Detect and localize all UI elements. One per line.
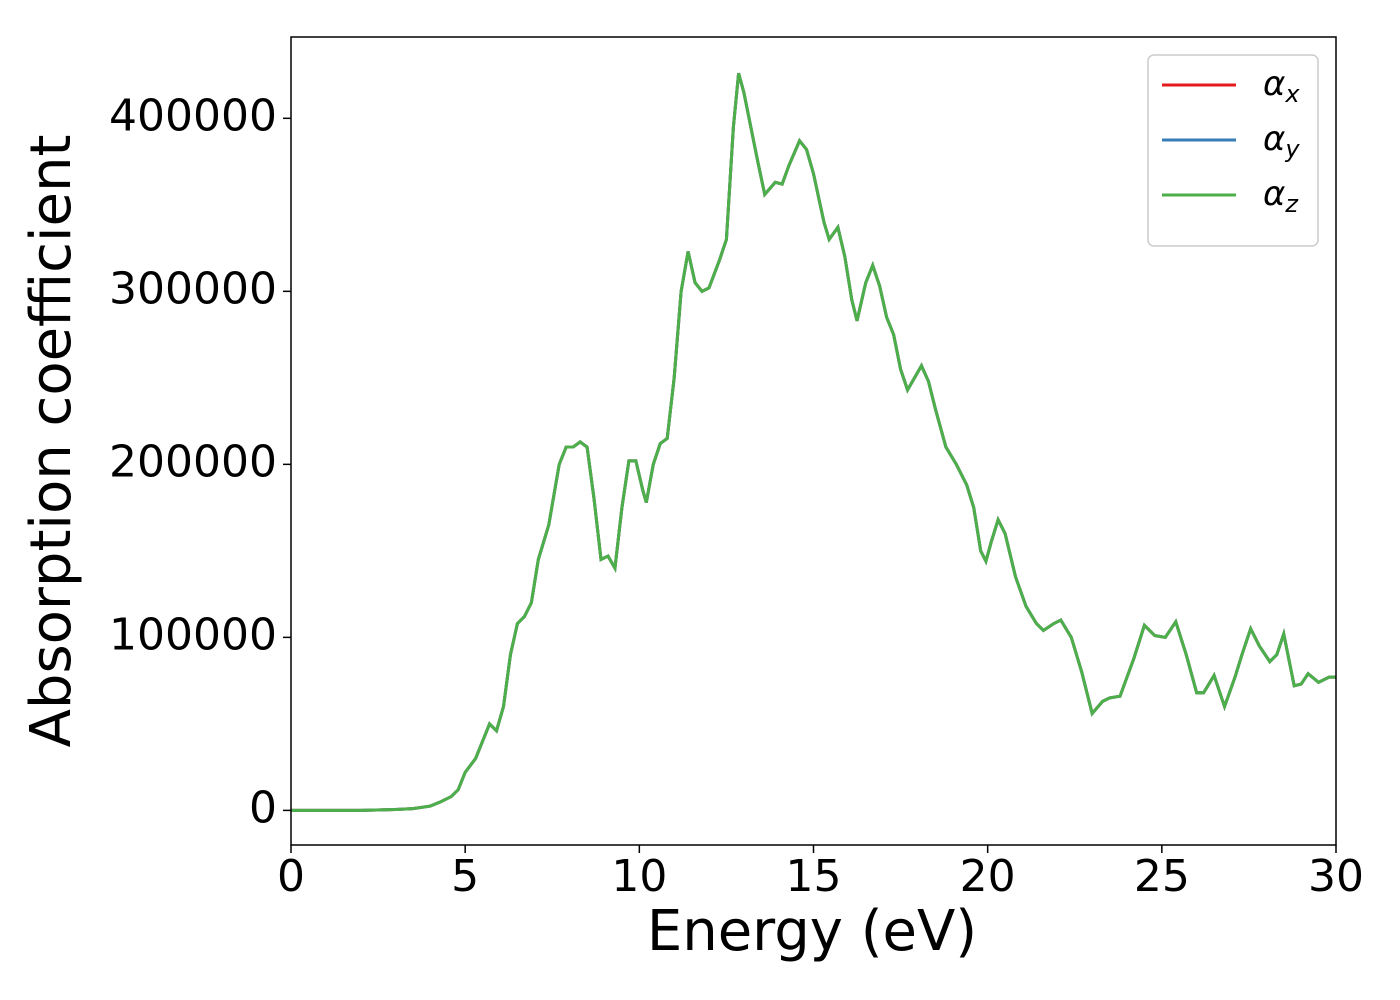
line-series — [291, 72, 1336, 812]
y-tick-label: 0 — [249, 782, 277, 833]
y-tick-label: 400000 — [109, 90, 277, 141]
legend-label: αx — [1263, 64, 1300, 109]
x-tick-label: 20 — [960, 851, 1016, 902]
x-tick-label: 25 — [1134, 851, 1190, 902]
y-tick-label: 300000 — [109, 263, 277, 314]
legend-label: αy — [1263, 119, 1300, 164]
y-tick-label: 100000 — [109, 609, 277, 660]
x-tick-label: 30 — [1308, 851, 1364, 902]
x-tick-label: 0 — [277, 851, 305, 902]
x-tick-label: 15 — [786, 851, 842, 902]
legend-label: αz — [1263, 174, 1299, 219]
plot-frame — [290, 36, 1337, 846]
x-tick-label: 5 — [451, 851, 479, 902]
x-tick-label: 10 — [611, 851, 667, 902]
y-tick-label: 200000 — [109, 436, 277, 487]
y-axis-label: Absorption coefficient — [19, 135, 84, 748]
legend-box — [1147, 54, 1319, 247]
x-axis-label: Energy (eV) — [647, 899, 977, 964]
